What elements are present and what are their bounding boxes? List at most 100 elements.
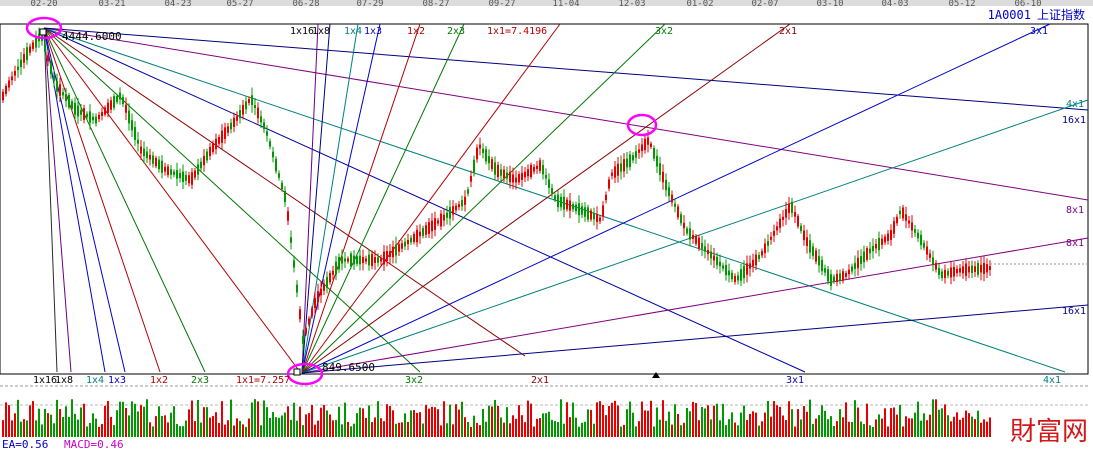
volume-bar <box>623 424 625 437</box>
volume-bar <box>353 423 355 437</box>
volume-bar <box>497 405 499 437</box>
candle-body <box>890 230 892 240</box>
volume-bar <box>377 401 379 437</box>
volume-bar <box>626 409 628 437</box>
candle-body <box>863 251 865 263</box>
volume-bar <box>563 423 565 437</box>
candle-body <box>209 146 211 157</box>
fan-line <box>43 27 206 373</box>
volume-bar <box>878 414 880 437</box>
candle-body <box>782 216 784 220</box>
fan-line <box>301 23 381 374</box>
volume-bar <box>263 400 265 437</box>
volume-bar <box>611 402 613 437</box>
candle-body <box>638 149 640 153</box>
volume-bar <box>113 425 115 437</box>
volume-bar <box>122 401 124 437</box>
candle-body <box>188 175 190 184</box>
volume-bar <box>512 415 514 437</box>
volume-bar <box>776 405 778 437</box>
candle-body <box>614 166 616 178</box>
upper-fan-label: 3x1 <box>1030 26 1048 37</box>
volume-bar <box>974 419 976 437</box>
volume-bar <box>641 401 643 437</box>
volume-bar <box>296 420 298 437</box>
candle-body <box>671 194 673 203</box>
volume-bar <box>986 421 988 437</box>
volume-bar <box>203 407 205 437</box>
candle-body <box>185 175 187 181</box>
candle-body <box>305 327 307 334</box>
volume-bars <box>2 399 991 437</box>
volume-bar <box>155 416 157 437</box>
candle-body <box>50 62 52 75</box>
watermark: 財富网 <box>1010 417 1088 447</box>
candle-body <box>767 240 769 246</box>
volume-bar <box>683 422 685 437</box>
candle-body <box>380 258 382 262</box>
upper-fan-label: 16x1 <box>1062 115 1086 126</box>
candle-body <box>200 161 202 169</box>
header-date: 04-03 <box>881 0 908 9</box>
candle-body <box>98 114 100 120</box>
volume-bar <box>899 404 901 437</box>
candle-body <box>212 143 214 152</box>
candle-body <box>722 265 724 269</box>
volume-bar <box>842 417 844 437</box>
volume-bar <box>890 408 892 437</box>
volume-bar <box>305 414 307 437</box>
high-pivot-handle[interactable] <box>39 28 47 36</box>
fan-line <box>301 237 1089 374</box>
volume-bar <box>344 402 346 437</box>
candle-body <box>656 155 658 167</box>
volume-bar <box>392 410 394 437</box>
candle-body <box>839 273 841 281</box>
candle-body <box>197 164 199 175</box>
candle-body <box>662 171 664 183</box>
candle-body <box>956 268 958 274</box>
volume-bar <box>350 426 352 437</box>
low-pivot-handle[interactable] <box>293 368 301 376</box>
volume-bar <box>749 413 751 437</box>
volume-bar <box>743 405 745 437</box>
volume-bar <box>149 422 151 437</box>
candle-body <box>5 85 7 95</box>
volume-bar <box>665 420 667 437</box>
candle-body <box>74 102 76 115</box>
volume-bar <box>179 426 181 437</box>
candle-body <box>488 156 490 164</box>
volume-bar <box>80 407 82 437</box>
indicator-ea: EA=0.56 <box>2 438 48 449</box>
volume-bar <box>689 411 691 437</box>
candle-body <box>548 179 550 188</box>
upper-fan-label: 2x1 <box>779 26 797 37</box>
volume-bar <box>602 404 604 437</box>
candle-body <box>290 237 292 243</box>
candle-body <box>962 266 964 274</box>
volume-bar <box>731 412 733 437</box>
candle-body <box>383 251 385 265</box>
volume-bar <box>584 421 586 437</box>
volume-bar <box>953 416 955 437</box>
candle-body <box>878 237 880 251</box>
candle-body <box>650 143 652 147</box>
volume-bar <box>959 419 961 437</box>
candle-body <box>587 207 589 220</box>
candle-body <box>812 246 814 256</box>
candle-body <box>263 122 265 130</box>
volume-bar <box>83 403 85 437</box>
volume-bar <box>791 409 793 437</box>
volume-bar <box>41 424 43 437</box>
candle-body <box>215 138 217 150</box>
upper-fan-label: 1x1=7.4196 <box>487 26 547 37</box>
candle-body <box>530 164 532 178</box>
candle-body <box>407 239 409 245</box>
volume-bar <box>854 400 856 437</box>
candle-body <box>116 95 118 103</box>
volume-bar <box>479 425 481 437</box>
upper-fan-label: 1x8 <box>312 26 330 37</box>
volume-bar <box>569 417 571 437</box>
header-date: 02-20 <box>30 0 57 9</box>
volume-bar <box>386 404 388 437</box>
volume-bar <box>836 421 838 437</box>
